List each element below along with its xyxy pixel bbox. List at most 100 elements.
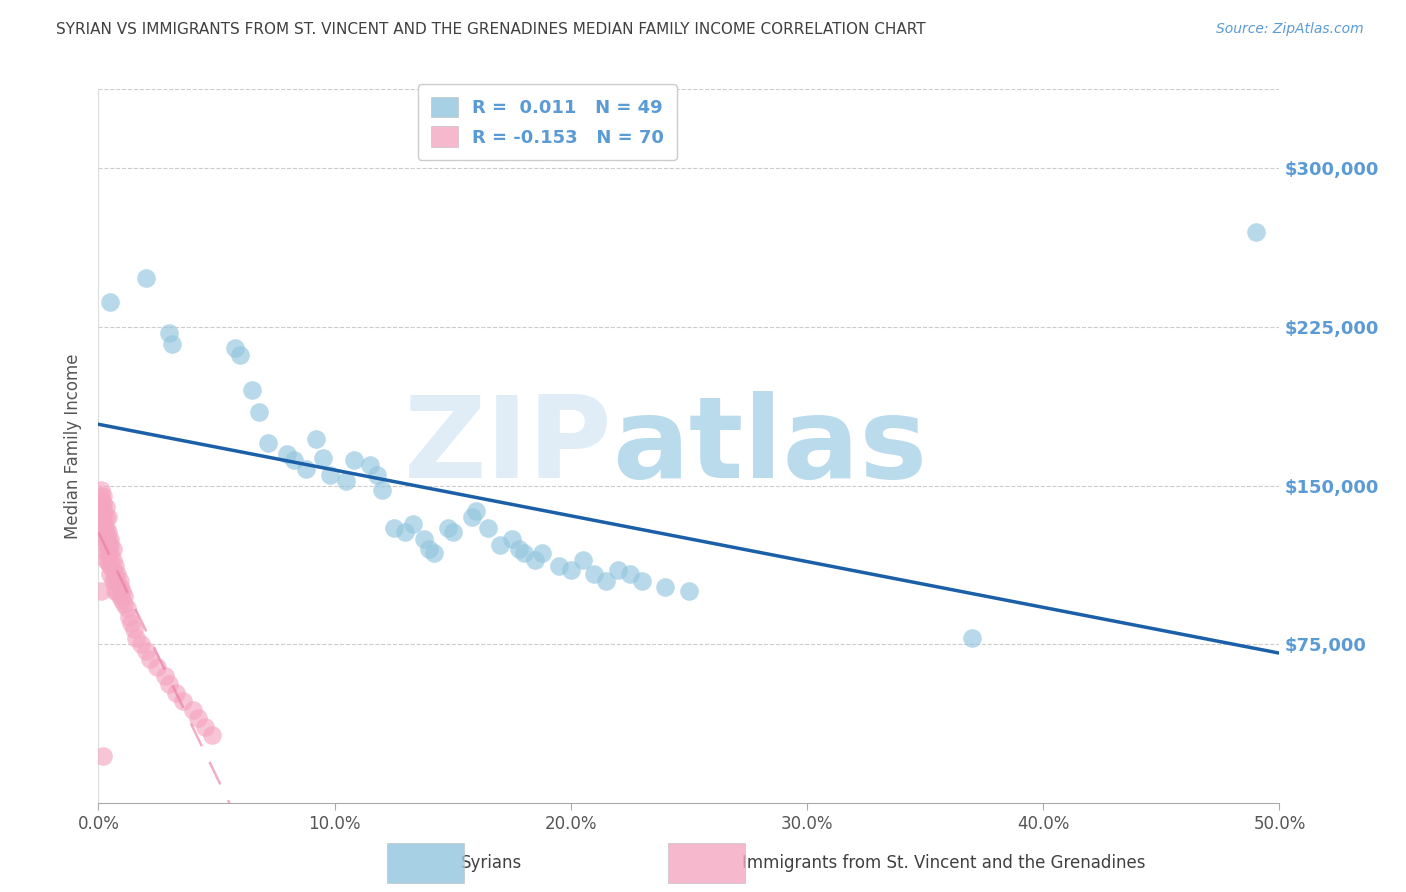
- Point: [98, 294, 121, 309]
- Point: [477, 521, 499, 535]
- Point: [157, 677, 180, 691]
- Point: [371, 483, 394, 497]
- Point: [512, 546, 534, 560]
- Point: [97, 538, 120, 552]
- Point: [111, 592, 134, 607]
- Point: [129, 637, 152, 651]
- Point: [257, 436, 280, 450]
- Point: [401, 516, 423, 531]
- Point: [394, 525, 416, 540]
- Point: [98, 567, 121, 582]
- Point: [94, 521, 117, 535]
- Point: [319, 468, 342, 483]
- Point: [125, 631, 148, 645]
- Point: [90, 489, 112, 503]
- Point: [98, 532, 121, 546]
- Point: [91, 521, 114, 535]
- Point: [94, 538, 117, 552]
- Point: [135, 271, 157, 285]
- Point: [101, 574, 124, 588]
- Point: [531, 546, 554, 560]
- Point: [90, 500, 112, 514]
- Point: [104, 567, 127, 582]
- Point: [157, 326, 180, 341]
- Point: [201, 728, 224, 742]
- Point: [108, 589, 131, 603]
- Point: [91, 500, 114, 514]
- Point: [607, 563, 630, 577]
- Point: [165, 686, 187, 700]
- Text: ZIP: ZIP: [404, 391, 612, 501]
- Point: [441, 525, 464, 540]
- Point: [560, 563, 582, 577]
- Point: [90, 483, 112, 497]
- Point: [104, 559, 127, 574]
- Point: [98, 559, 121, 574]
- Point: [97, 532, 120, 546]
- Point: [91, 506, 114, 520]
- Point: [97, 546, 120, 560]
- Point: [224, 341, 246, 355]
- Point: [108, 580, 131, 594]
- Point: [146, 660, 169, 674]
- Point: [112, 589, 135, 603]
- Point: [97, 525, 120, 540]
- Point: [104, 584, 127, 599]
- Point: [90, 493, 112, 508]
- Point: [595, 574, 617, 588]
- Point: [104, 574, 127, 588]
- Point: [382, 521, 405, 535]
- Point: [139, 652, 162, 666]
- Point: [115, 601, 138, 615]
- Point: [229, 347, 252, 361]
- Point: [548, 559, 571, 574]
- Point: [160, 337, 183, 351]
- Point: [465, 504, 488, 518]
- Point: [194, 720, 217, 734]
- Point: [335, 475, 357, 489]
- Point: [112, 597, 135, 611]
- Point: [583, 567, 606, 582]
- Point: [105, 584, 128, 599]
- Point: [94, 552, 117, 566]
- Point: [413, 532, 436, 546]
- Point: [105, 567, 128, 582]
- Point: [359, 458, 381, 472]
- Point: [571, 552, 593, 566]
- Point: [962, 631, 984, 645]
- Point: [501, 532, 523, 546]
- Point: [172, 694, 194, 708]
- Point: [619, 567, 641, 582]
- Point: [524, 552, 547, 566]
- Point: [366, 468, 388, 483]
- Point: [342, 453, 364, 467]
- Text: Source: ZipAtlas.com: Source: ZipAtlas.com: [1216, 22, 1364, 37]
- Point: [654, 580, 676, 594]
- Point: [91, 516, 114, 531]
- Point: [90, 584, 112, 599]
- Point: [678, 584, 700, 599]
- Point: [437, 521, 460, 535]
- Point: [305, 432, 328, 446]
- Legend: R =  0.011   N = 49, R = -0.153   N = 70: R = 0.011 N = 49, R = -0.153 N = 70: [418, 84, 676, 160]
- Point: [91, 489, 114, 503]
- Point: [423, 546, 446, 560]
- Point: [91, 495, 114, 509]
- Point: [98, 546, 121, 560]
- Point: [247, 404, 270, 418]
- Y-axis label: Median Family Income: Median Family Income: [65, 353, 83, 539]
- Point: [108, 574, 131, 588]
- Point: [630, 574, 652, 588]
- Point: [105, 575, 128, 590]
- Point: [98, 538, 121, 552]
- Point: [94, 500, 117, 514]
- Point: [295, 461, 318, 475]
- Point: [276, 447, 298, 461]
- Point: [91, 510, 114, 524]
- Point: [111, 584, 134, 599]
- Point: [94, 533, 117, 548]
- Point: [135, 643, 157, 657]
- Point: [312, 451, 335, 466]
- Point: [121, 616, 143, 631]
- Point: [91, 527, 114, 541]
